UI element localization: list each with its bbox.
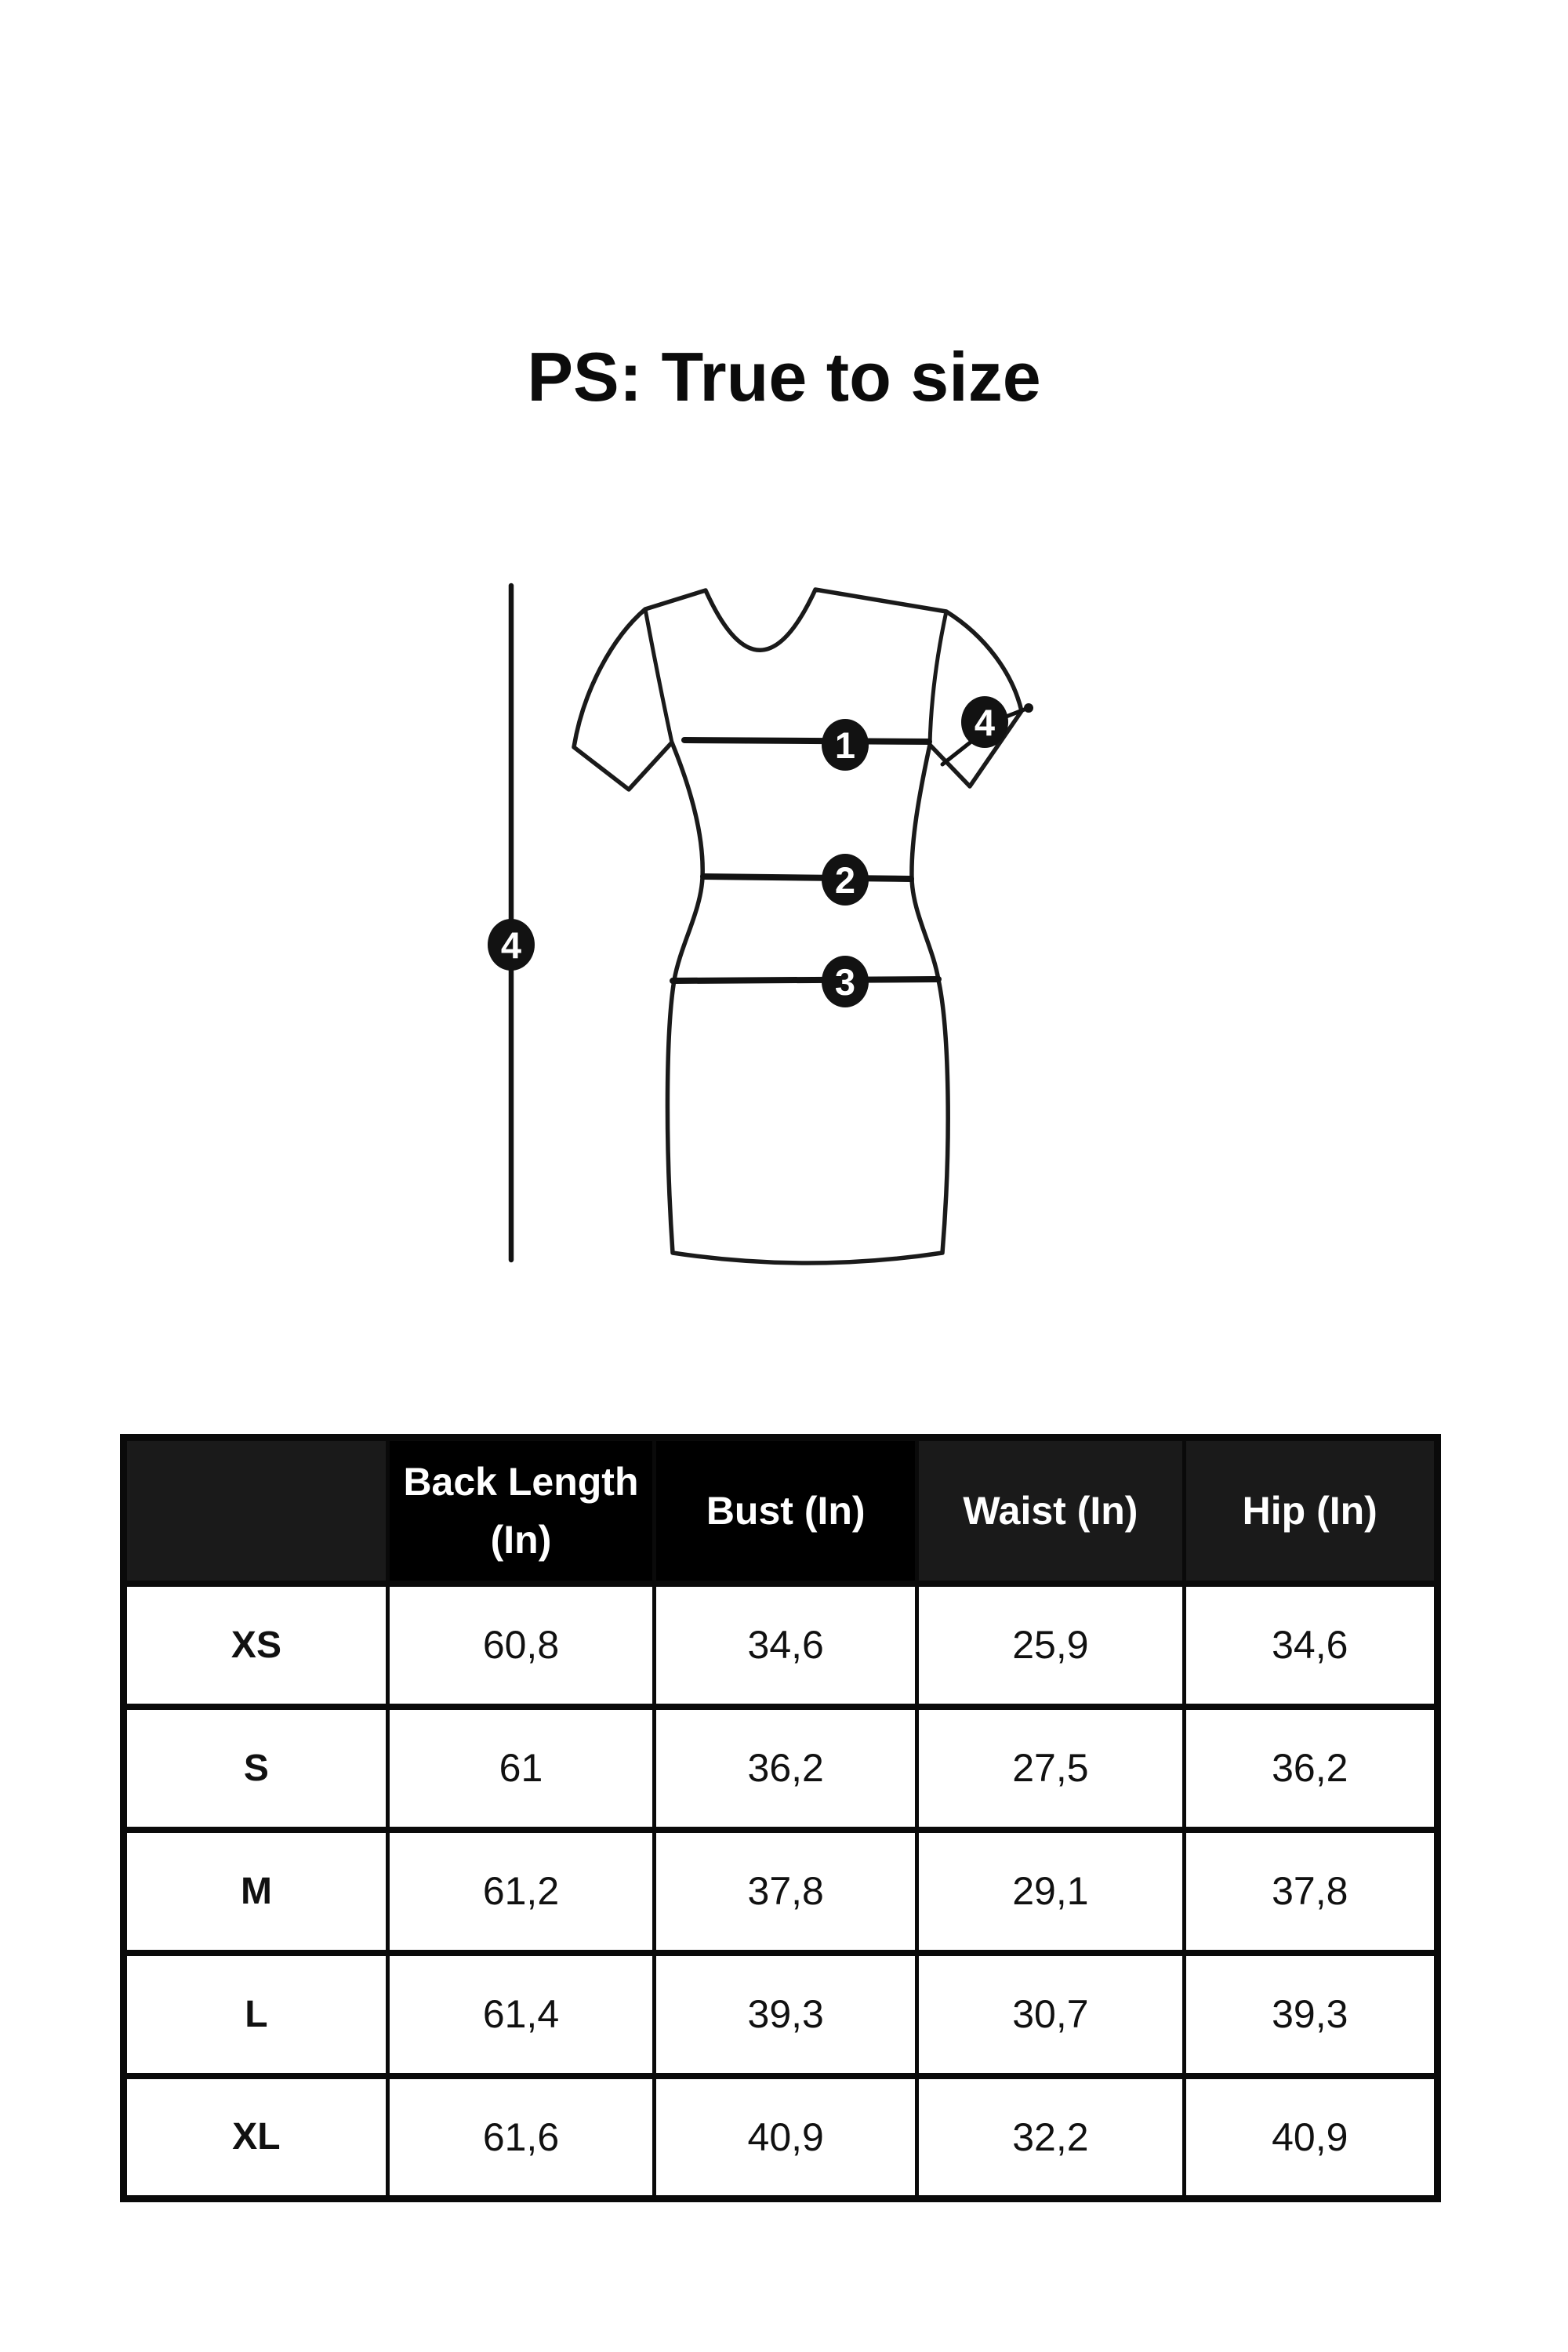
table-row-s: S 61 36,2 27,5 36,2 bbox=[122, 1703, 1439, 1833]
header-hip: Hip (In) bbox=[1181, 1434, 1439, 1587]
page-title: PS: True to size bbox=[527, 338, 1041, 416]
sleeve-leader-line bbox=[940, 739, 975, 767]
hip-value: 40,9 bbox=[1181, 2072, 1439, 2202]
header-bust: Bust (In) bbox=[652, 1434, 920, 1587]
bust-value: 39,3 bbox=[652, 1949, 920, 2079]
table-row-xs: XS 60,8 34,6 25,9 34,6 bbox=[122, 1580, 1439, 1710]
badge-hip-number: 3 bbox=[835, 961, 855, 1003]
header-back-length: Back Length (In) bbox=[385, 1434, 657, 1587]
table-row-xl: XL 61,6 40,9 32,2 40,9 bbox=[122, 2072, 1439, 2202]
waist-value: 30,7 bbox=[915, 1949, 1186, 2079]
badge-sleeve-number: 4 bbox=[975, 702, 995, 743]
size-chart-table: Back Length (In) Bust (In) Waist (In) Hi… bbox=[120, 1434, 1441, 2202]
waist-value: 29,1 bbox=[915, 1826, 1186, 1956]
sleeve-pointer-line bbox=[1002, 706, 1029, 720]
back-length-value: 61 bbox=[385, 1703, 657, 1833]
size-label: S bbox=[122, 1703, 390, 1833]
hip-value: 34,6 bbox=[1181, 1580, 1439, 1710]
badge-bust: 1 bbox=[822, 719, 869, 771]
size-chart-header-row: Back Length (In) Bust (In) Waist (In) Hi… bbox=[122, 1434, 1439, 1587]
back-length-value: 60,8 bbox=[385, 1580, 657, 1710]
sleeve-pointer-dot bbox=[1024, 703, 1033, 713]
size-label: XS bbox=[122, 1580, 390, 1710]
dress-measurement-diagram: 1 2 3 4 4 bbox=[488, 583, 1033, 1265]
badge-back-length-circle bbox=[488, 919, 535, 971]
size-label: M bbox=[122, 1826, 390, 1956]
badge-hip: 3 bbox=[822, 956, 869, 1007]
badge-back-length: 4 bbox=[488, 919, 535, 971]
hip-value: 39,3 bbox=[1181, 1949, 1439, 2079]
waist-measure-line bbox=[700, 873, 914, 882]
bust-value: 34,6 bbox=[652, 1580, 920, 1710]
header-size bbox=[122, 1434, 390, 1587]
size-label: L bbox=[122, 1949, 390, 2079]
badge-bust-circle bbox=[822, 719, 869, 771]
bust-value: 37,8 bbox=[652, 1826, 920, 1956]
badge-back-length-number: 4 bbox=[501, 924, 521, 966]
size-label: XL bbox=[122, 2072, 390, 2202]
bust-value: 36,2 bbox=[652, 1703, 920, 1833]
badge-waist-circle bbox=[822, 854, 869, 906]
bust-value: 40,9 bbox=[652, 2072, 920, 2202]
hip-measure-line bbox=[670, 976, 942, 984]
back-length-value: 61,4 bbox=[385, 1949, 657, 2079]
table-row-l: L 61,4 39,3 30,7 39,3 bbox=[122, 1949, 1439, 2079]
header-waist: Waist (In) bbox=[915, 1434, 1186, 1587]
waist-value: 27,5 bbox=[915, 1703, 1186, 1833]
badge-waist-number: 2 bbox=[835, 859, 855, 901]
bust-measure-line bbox=[681, 737, 932, 745]
right-armhole-seam bbox=[927, 609, 949, 747]
badge-waist: 2 bbox=[822, 854, 869, 906]
dress-outline bbox=[572, 587, 1024, 1265]
badge-bust-number: 1 bbox=[835, 724, 855, 766]
waist-value: 32,2 bbox=[915, 2072, 1186, 2202]
hip-value: 37,8 bbox=[1181, 1826, 1439, 1956]
hip-value: 36,2 bbox=[1181, 1703, 1439, 1833]
badge-hip-circle bbox=[822, 956, 869, 1007]
back-length-value: 61,6 bbox=[385, 2072, 657, 2202]
waist-value: 25,9 bbox=[915, 1580, 1186, 1710]
table-row-m: M 61,2 37,8 29,1 37,8 bbox=[122, 1826, 1439, 1956]
left-armhole-seam bbox=[643, 607, 674, 745]
badge-sleeve-circle bbox=[961, 696, 1008, 748]
badge-sleeve: 4 bbox=[961, 696, 1008, 748]
back-length-value: 61,2 bbox=[385, 1826, 657, 1956]
